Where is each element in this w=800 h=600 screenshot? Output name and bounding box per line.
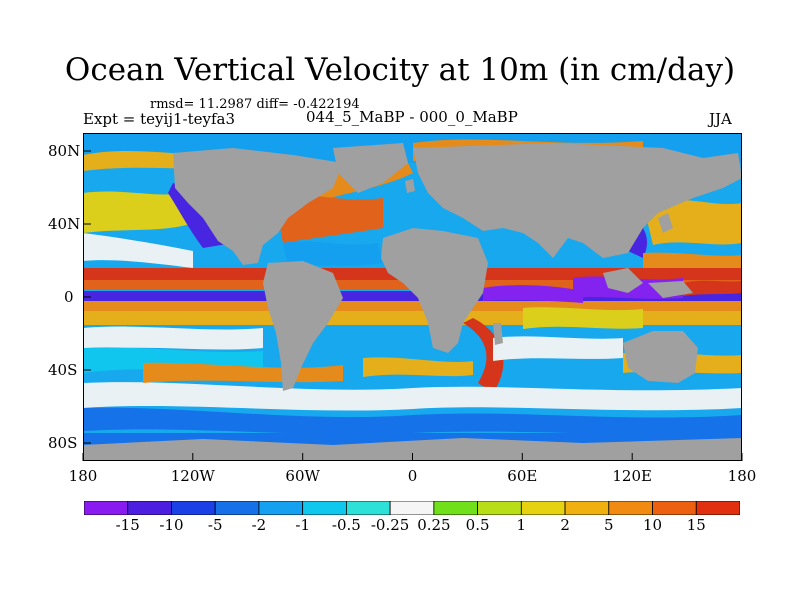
colorbar-swatch: [695, 501, 740, 515]
colorbar-swatch: [520, 501, 566, 515]
colorbar-label: 5: [604, 516, 614, 534]
colorbar-label: -0.25: [370, 516, 410, 534]
colorbar-swatch: [608, 501, 653, 515]
x-tick-label: 120E: [612, 467, 652, 485]
stats-label: rmsd= 11.2987 diff= -0.422194: [150, 97, 360, 112]
colorbar-swatch: [652, 501, 697, 515]
colorbar-label: -2: [251, 516, 267, 534]
x-tick-label: 180: [68, 467, 98, 485]
colorbar-label: 1: [516, 516, 527, 534]
x-tick-label: 0: [407, 467, 418, 485]
experiment-label: Expt = teyij1-teyfa3: [83, 110, 235, 128]
world-map: [82, 133, 743, 461]
period-label: 044_5_MaBP - 000_0_MaBP: [306, 108, 518, 126]
colorbar-label: -10: [159, 516, 184, 534]
land: [83, 143, 742, 461]
colorbar: [84, 501, 740, 515]
figure-title: Ocean Vertical Velocity at 10m (in cm/da…: [64, 52, 736, 88]
colorbar-label: -15: [115, 516, 140, 534]
colorbar-swatch: [477, 501, 522, 515]
colorbar-swatch: [84, 501, 129, 515]
colorbar-swatch: [389, 501, 435, 515]
colorbar-swatch: [258, 501, 304, 515]
colorbar-swatch: [127, 501, 172, 515]
colorbar-label: -1: [295, 516, 310, 534]
x-tick-label: 180: [727, 467, 757, 485]
colorbar-label: -5: [207, 516, 223, 534]
colorbar-swatch: [564, 501, 610, 515]
colorbar-swatch: [302, 501, 347, 515]
y-tick-label: 40S: [48, 361, 78, 379]
x-tick-label: 60W: [285, 467, 320, 485]
y-tick-label: 0: [64, 288, 74, 306]
colorbar-label: 10: [642, 516, 663, 534]
y-tick-label: 40N: [48, 215, 81, 233]
y-tick-label: 80S: [48, 434, 78, 452]
colorbar-swatch: [433, 501, 478, 515]
season-label: JJA: [709, 110, 732, 128]
map-ticks: [82, 150, 743, 461]
colorbar-label: 0.5: [465, 516, 490, 534]
colorbar-label: 2: [560, 516, 570, 534]
colorbar-label: 15: [686, 516, 706, 534]
colorbar-swatch: [214, 501, 260, 515]
x-tick-label: 120W: [170, 467, 215, 485]
colorbar-label: -0.5: [331, 516, 361, 534]
colorbar-swatch: [345, 501, 391, 515]
colorbar-label: 0.25: [417, 516, 451, 534]
x-tick-label: 60E: [507, 467, 538, 485]
y-tick-label: 80N: [48, 142, 81, 160]
colorbar-swatch: [171, 501, 216, 515]
